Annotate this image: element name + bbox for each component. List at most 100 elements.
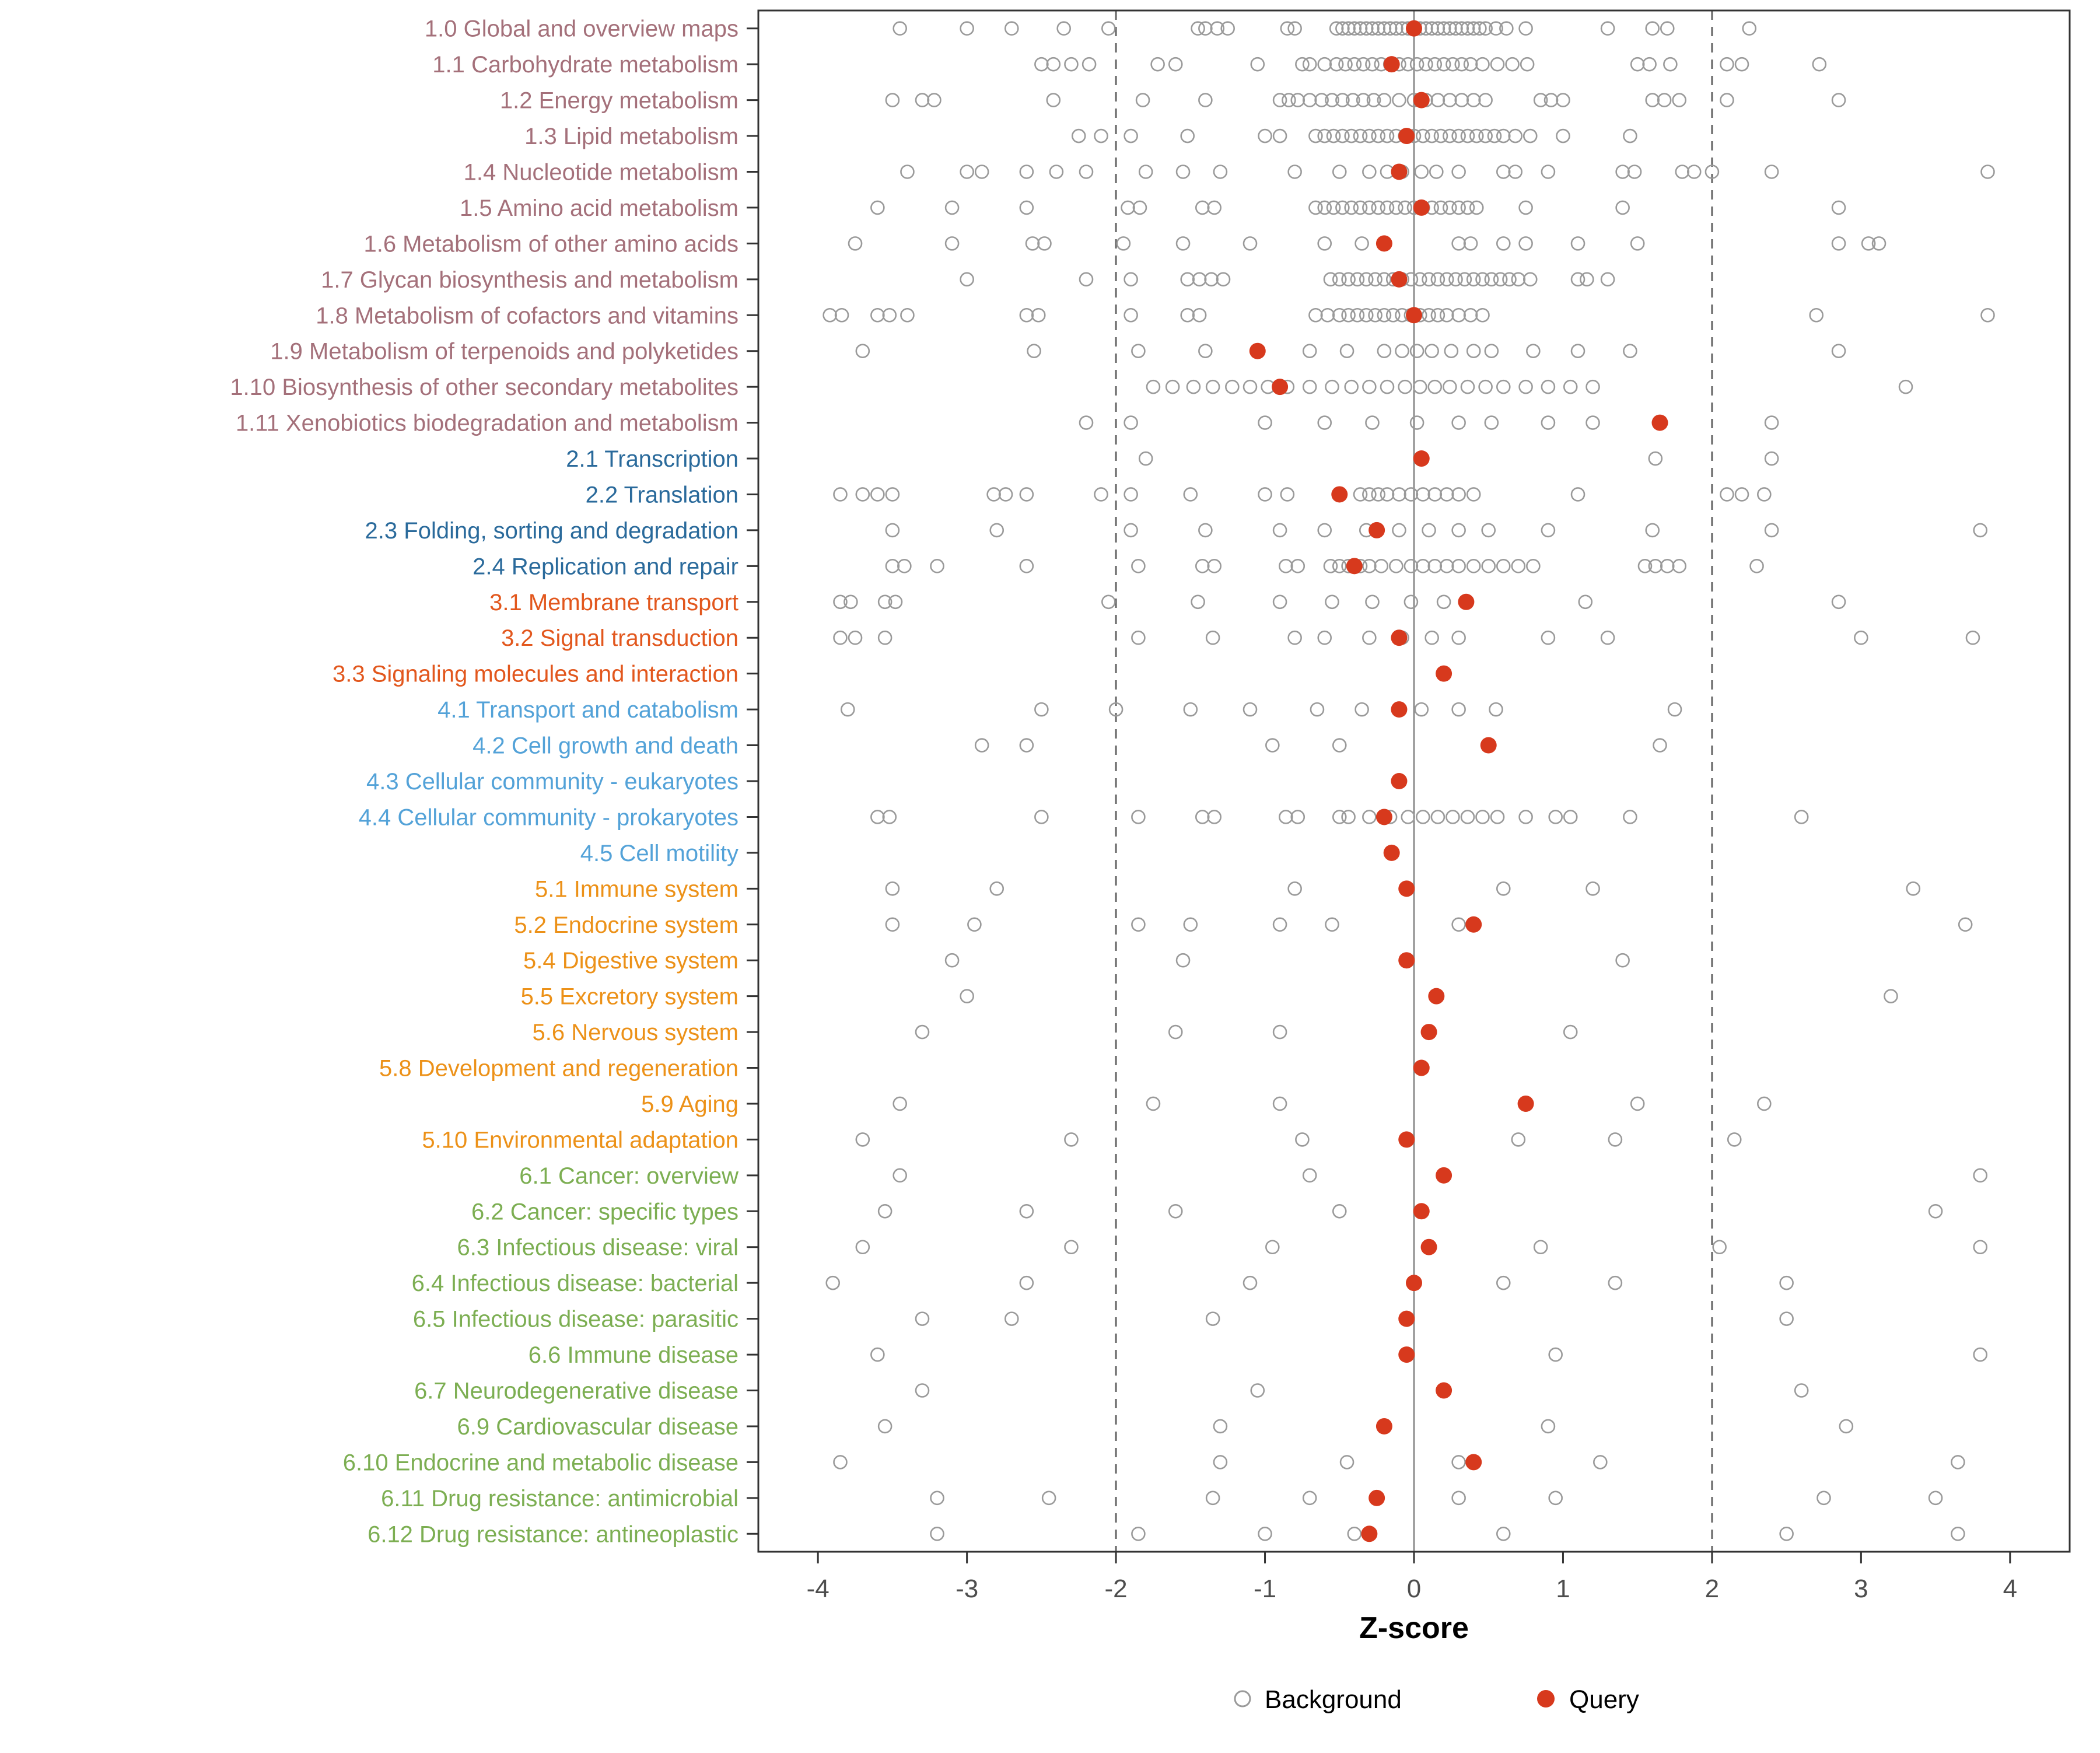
- background-point: [1317, 57, 1332, 72]
- background-point: [1326, 128, 1341, 144]
- category-label: 1.9 Metabolism of terpenoids and polyket…: [270, 339, 738, 365]
- background-point: [1600, 272, 1615, 287]
- background-point: [1242, 379, 1258, 394]
- background-point: [855, 1132, 870, 1147]
- background-point: [1258, 128, 1272, 144]
- background-point: [1389, 21, 1404, 36]
- background-point: [1034, 702, 1049, 717]
- background-point: [1475, 810, 1490, 824]
- background-point: [1335, 93, 1350, 107]
- background-point: [885, 523, 900, 538]
- background-point: [1287, 165, 1302, 179]
- background-point: [1675, 165, 1690, 179]
- background-point: [1347, 21, 1362, 36]
- background-point: [1427, 487, 1443, 502]
- background-point: [1630, 57, 1645, 72]
- background-point: [1460, 810, 1475, 824]
- category-label: 5.4 Digestive system: [523, 948, 738, 974]
- category-label: 5.10 Environmental adaptation: [422, 1127, 738, 1153]
- category-label: 5.9 Aging: [641, 1091, 738, 1117]
- background-point: [1374, 559, 1389, 573]
- background-point: [1429, 165, 1444, 179]
- background-point: [1362, 810, 1377, 824]
- background-point: [1660, 21, 1675, 36]
- background-point: [1302, 1490, 1317, 1506]
- background-point: [1623, 810, 1637, 824]
- background-point: [870, 487, 885, 502]
- background-point: [1734, 487, 1749, 502]
- background-point: [1526, 344, 1541, 358]
- background-point: [1734, 57, 1749, 72]
- background-point: [915, 1311, 930, 1326]
- background-point: [1496, 881, 1511, 896]
- query-point: [1391, 271, 1408, 288]
- background-point: [1207, 200, 1222, 215]
- background-point: [1496, 165, 1511, 179]
- background-point: [1446, 57, 1460, 72]
- background-point: [1380, 487, 1395, 502]
- background-point: [1424, 630, 1439, 645]
- background-point: [1414, 165, 1429, 179]
- background-point: [1563, 810, 1578, 824]
- background-point: [1350, 307, 1365, 323]
- background-point: [882, 307, 897, 323]
- background-point: [1965, 630, 1980, 645]
- background-point: [944, 236, 960, 251]
- background-point: [1168, 1024, 1183, 1040]
- background-point: [1672, 93, 1687, 107]
- background-point: [1608, 1132, 1623, 1147]
- background-point: [877, 594, 892, 610]
- background-point: [1586, 881, 1600, 896]
- background-point: [1451, 630, 1466, 645]
- background-point: [1242, 1275, 1258, 1290]
- background-point: [1439, 559, 1454, 573]
- background-point: [1356, 93, 1371, 107]
- background-point: [1615, 165, 1630, 179]
- background-point: [1191, 594, 1205, 610]
- background-point: [1365, 57, 1380, 72]
- background-point: [840, 702, 855, 717]
- category-label: 1.10 Biosynthesis of other secondary met…: [230, 375, 738, 400]
- background-point: [1478, 128, 1493, 144]
- background-point: [1487, 128, 1502, 144]
- background-point: [1548, 1490, 1563, 1506]
- background-point: [1436, 21, 1451, 36]
- background-point: [1210, 21, 1225, 36]
- background-point: [1764, 451, 1779, 466]
- background-point: [1398, 200, 1412, 215]
- background-point: [1439, 272, 1454, 287]
- background-point: [1548, 810, 1563, 824]
- background-point: [1124, 272, 1138, 287]
- background-point: [885, 881, 900, 896]
- background-point: [1443, 200, 1457, 215]
- background-point: [1928, 1204, 1943, 1219]
- background-point: [1353, 128, 1368, 144]
- background-point: [1332, 810, 1347, 824]
- background-point: [1794, 1383, 1809, 1398]
- background-point: [1648, 559, 1663, 573]
- background-point: [1443, 21, 1457, 36]
- background-point: [1433, 200, 1448, 215]
- background-point: [1496, 128, 1511, 144]
- background-point: [1430, 93, 1446, 107]
- background-point: [1034, 810, 1049, 824]
- background-point: [1323, 559, 1338, 573]
- background-point: [1287, 881, 1302, 896]
- background-point: [1131, 559, 1146, 573]
- background-point: [1317, 236, 1332, 251]
- background-point: [1446, 810, 1460, 824]
- background-point: [1302, 344, 1317, 358]
- background-point: [1325, 917, 1339, 932]
- background-point: [1544, 93, 1559, 107]
- background-point: [1511, 1132, 1526, 1147]
- background-point: [1325, 379, 1339, 394]
- background-point: [1430, 810, 1446, 824]
- background-point: [885, 917, 900, 932]
- background-point: [1207, 810, 1222, 824]
- background-point: [1365, 594, 1380, 610]
- background-point: [1586, 415, 1600, 430]
- background-point: [1623, 128, 1637, 144]
- background-point: [1570, 236, 1586, 251]
- background-point: [1973, 1168, 1988, 1183]
- background-point: [1290, 810, 1306, 824]
